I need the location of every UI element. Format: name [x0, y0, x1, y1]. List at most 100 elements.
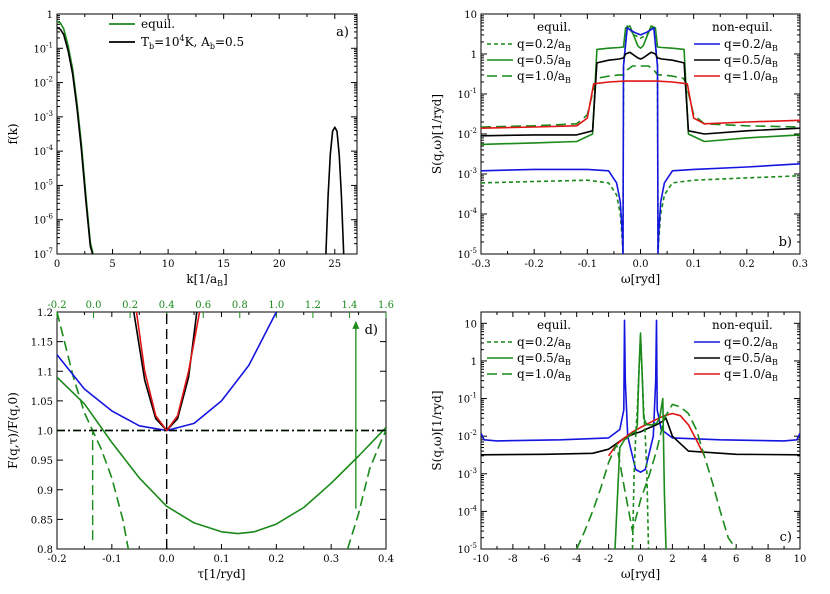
y-tick-label: 10-2 — [457, 429, 477, 443]
series-line-4 — [631, 337, 650, 549]
y-tick-label: 10-5 — [33, 178, 53, 192]
legend-title-nonequil: non-equil. — [712, 20, 773, 34]
x-tick-label: 4 — [701, 554, 707, 565]
y-tick-label: 10-4 — [457, 207, 477, 221]
y-tick-label: 10 — [464, 319, 477, 330]
y-tick-label: 0.95 — [31, 456, 53, 467]
legend-entry: Tb=104K, Ab=0.5 — [141, 34, 244, 51]
x-tick-label: 0.2 — [268, 554, 284, 565]
legend-entry: q=1.0/aB — [517, 367, 571, 383]
x-tick-label: -4 — [572, 554, 582, 565]
series-line-2 — [607, 412, 706, 457]
legend-entry: q=0.2/aB — [517, 37, 571, 53]
series-line-6 — [135, 312, 201, 432]
x-tick-label: 0.3 — [792, 259, 808, 270]
panel-label: b) — [779, 235, 792, 250]
y-axis-label: S(q,ω)[1/ryd] — [430, 390, 444, 470]
top-x-tick-label: 0.6 — [195, 300, 211, 311]
x-tick-label: 0.4 — [378, 554, 394, 565]
x-tick-label: 0.0 — [159, 554, 175, 565]
top-x-tick-label: 1.6 — [378, 300, 394, 311]
y-tick-label: 10-5 — [457, 542, 477, 556]
series-group — [481, 25, 800, 254]
x-tick-label: -0.1 — [578, 259, 597, 270]
legend-title-equil: equil. — [537, 318, 571, 332]
top-x-tick-label: 0.4 — [159, 300, 175, 311]
series-line-3 — [481, 27, 800, 254]
y-tick-label: 1.1 — [37, 367, 53, 378]
legend-title-equil: equil. — [537, 20, 571, 34]
y-tick-label: 0.8 — [37, 545, 53, 556]
y-tick-label: 10-4 — [33, 144, 53, 158]
y-tick-label: 0.85 — [31, 515, 53, 526]
x-tick-label: 10 — [794, 554, 807, 565]
x-axis-label: k[1/aB] — [186, 272, 227, 288]
y-tick-label: 1 — [47, 10, 53, 21]
y-tick-label: 1 — [471, 357, 477, 368]
x-tick-label: 5 — [109, 259, 115, 270]
x-tick-label: 0.0 — [633, 259, 649, 270]
panel-label: a) — [336, 25, 349, 40]
series-line-1 — [57, 26, 94, 254]
y-tick-label: 10-1 — [457, 392, 477, 406]
legend-entry: equil. — [141, 17, 175, 31]
y-tick-label: 1.15 — [31, 338, 53, 349]
x-tick-label: 0 — [54, 259, 60, 270]
y-tick-label: 0.9 — [37, 486, 53, 497]
panel-a: 0 5 10 15 20 25 10-7 10-6 10-5 10-4 10-3 10-2 10-1 1 k… — [6, 10, 358, 288]
x-tick-label: -2 — [604, 554, 614, 565]
x-tick-label: -0.3 — [471, 259, 490, 270]
panel-c: -10 -8 -6 -4 -2 0 2 4 6 8 10 10-5 10-4 10-3 10-2 10-1 1 1… — [430, 311, 807, 581]
panel-label: d) — [365, 323, 378, 338]
legend-entry: q=0.5/aB — [724, 53, 778, 69]
panel-label: c) — [780, 530, 792, 545]
panel-b: -0.3 -0.2 -0.1 0.0 0.1 0.2 0.3 10-5 10-4 10-3 10-2… — [430, 10, 808, 286]
y-tick-label: 10-7 — [33, 247, 53, 261]
legend-entry: q=0.2/aB — [517, 335, 571, 351]
legend-title-nonequil: non-equil. — [712, 318, 773, 332]
x-tick-label: 10 — [162, 259, 175, 270]
panel-d: -0.2 -0.1 0.0 0.1 0.2 0.3 0.4 0.8 0.85 0.9 0.95 1.0… — [6, 300, 394, 581]
y-tick-label: 10-2 — [457, 127, 477, 141]
legend-entry: q=0.5/aB — [724, 351, 778, 367]
legend-entry: q=0.5/aB — [517, 351, 571, 367]
series-line-5 — [575, 403, 737, 549]
legend-entry: q=0.5/aB — [517, 53, 571, 69]
top-x-tick-label: 1.0 — [268, 300, 284, 311]
y-tick-label: 10-5 — [457, 247, 477, 261]
top-x-tick-label: 1.4 — [341, 300, 357, 311]
x-tick-label: 2 — [669, 554, 675, 565]
series-line-0 — [481, 319, 800, 473]
legend-entry: q=1.0/aB — [724, 367, 778, 383]
x-tick-label: -10 — [473, 554, 489, 565]
x-tick-label: 20 — [273, 259, 286, 270]
x-tick-label: 0 — [637, 554, 643, 565]
arrow-head — [352, 320, 360, 329]
top-x-tick-label: 0.2 — [122, 300, 138, 311]
x-tick-label: -0.2 — [525, 259, 544, 270]
x-axis-label: ω[ryd] — [621, 272, 660, 286]
series-line-1 — [481, 417, 800, 456]
x-tick-label: 8 — [765, 554, 771, 565]
y-axis-label: S(q,ω)[1/ryd] — [430, 94, 444, 174]
series-line-1 — [325, 126, 345, 254]
legend-entry: q=1.0/aB — [724, 69, 778, 85]
series-line-5 — [481, 80, 800, 129]
x-tick-label: -8 — [508, 554, 518, 565]
series-line-2 — [481, 25, 800, 254]
top-x-tick-label: 0.8 — [232, 300, 248, 311]
x-tick-label: 25 — [328, 259, 341, 270]
x-tick-label: 15 — [217, 259, 230, 270]
y-tick-label: 10-3 — [457, 467, 477, 481]
x-tick-label: 0.1 — [686, 259, 702, 270]
y-tick-label: 10 — [464, 10, 477, 21]
y-tick-label: 10-3 — [33, 110, 53, 124]
series-line-0 — [57, 376, 386, 535]
series-line-5 — [133, 312, 198, 432]
top-x-tick-label: 0.0 — [86, 300, 102, 311]
series-line-2 — [346, 430, 386, 549]
y-tick-label: 1 — [471, 50, 477, 61]
y-tick-label: 10-1 — [457, 87, 477, 101]
series-group — [57, 312, 386, 549]
top-x-tick-label: 1.2 — [305, 300, 321, 311]
